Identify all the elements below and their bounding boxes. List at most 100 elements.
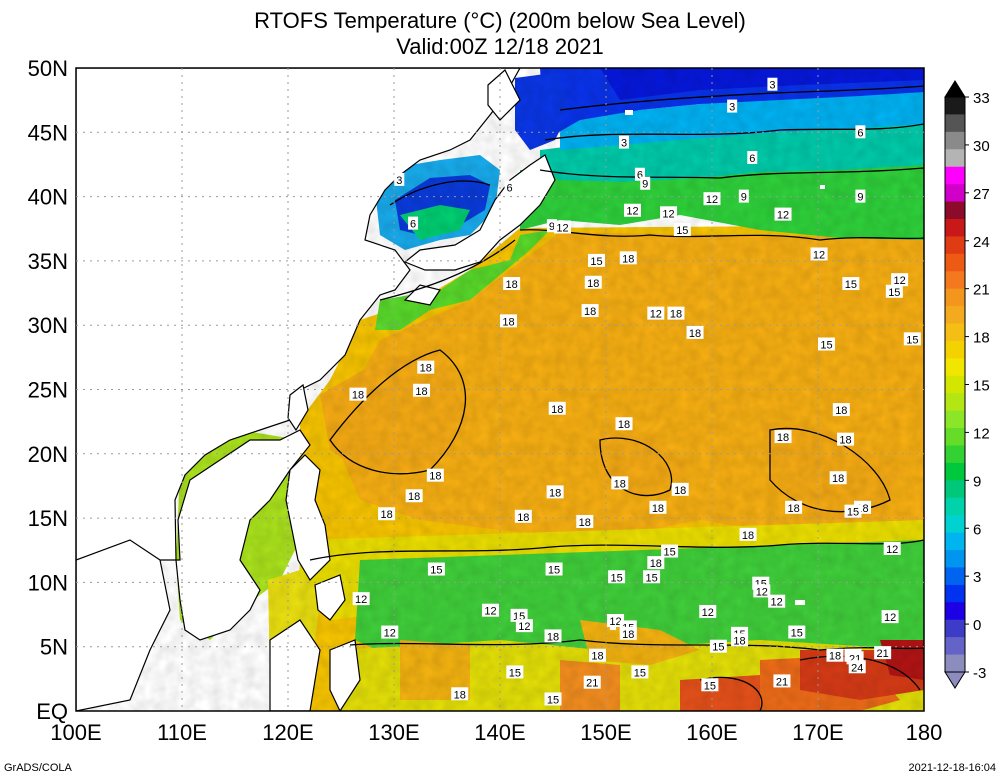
- contour-label-text: 6: [857, 127, 863, 139]
- contour-label-text: 18: [454, 689, 466, 701]
- colorbar-swatch: [945, 654, 965, 673]
- contour-label: 18: [514, 509, 532, 524]
- colorbar-swatch: [945, 114, 965, 133]
- contour-label-text: 12: [777, 210, 789, 222]
- contour-label: 12: [891, 273, 909, 287]
- colorbar-swatch: [945, 323, 965, 342]
- contour-label: 18: [647, 556, 665, 570]
- contour-label-text: 18: [832, 473, 844, 485]
- contour-label-text: 15: [547, 694, 559, 706]
- colorbar-swatch: [945, 480, 965, 499]
- contour-label-text: 3: [729, 102, 735, 114]
- contour-label-text: 12: [609, 616, 621, 628]
- contour-label-text: 18: [517, 512, 529, 524]
- lat-tick-label: 35N: [28, 249, 68, 274]
- contour-label: 12: [753, 584, 771, 598]
- contour-label-text: 21: [877, 648, 889, 660]
- contour-label: 9: [855, 189, 866, 204]
- contour-label-text: 18: [742, 530, 754, 542]
- contour-label: 18: [548, 401, 566, 416]
- contour-label: 18: [581, 304, 599, 318]
- contour-label: 15: [587, 253, 605, 268]
- contour-label-text: 18: [587, 278, 599, 290]
- contour-label: 15: [427, 562, 445, 577]
- contour-label: 15: [673, 223, 691, 237]
- lon-tick-label: 150E: [580, 720, 631, 745]
- colorbar-tick-label: 33: [973, 90, 990, 107]
- contour-label: 18: [739, 527, 757, 542]
- contour-label-text: 18: [506, 279, 518, 291]
- colorbar-over-triangle: [944, 80, 966, 98]
- lat-tick-label: 30N: [28, 313, 68, 338]
- contour-label: 15: [709, 639, 727, 654]
- contour-label-text: 12: [884, 612, 896, 624]
- contour-label-text: 18: [415, 386, 427, 398]
- colorbar-tick-label: 27: [973, 186, 990, 203]
- contour-label-text: 18: [622, 253, 634, 265]
- contour-label-text: 18: [551, 404, 563, 416]
- colorbar-swatch: [945, 236, 965, 255]
- contour-label-text: 18: [787, 503, 799, 515]
- contour-label-text: 12: [355, 594, 367, 606]
- contour-label: 9: [738, 189, 749, 204]
- contour-label: 12: [647, 306, 665, 321]
- ocean-temperature-field: [76, 68, 924, 711]
- contour-label: 18: [829, 471, 847, 485]
- contour-label-text: 15: [704, 680, 716, 692]
- contour-label-text: 12: [702, 607, 714, 619]
- colorbar-tick-label: 15: [973, 378, 990, 395]
- contour-label: 18: [576, 514, 594, 529]
- contour-label-text: 18: [420, 363, 432, 375]
- contour-label-text: 3: [396, 175, 402, 187]
- contour-label: 18: [611, 476, 629, 490]
- contour-label-text: 3: [621, 138, 627, 150]
- colorbar-swatch: [945, 393, 965, 412]
- colorbar-swatch: [945, 306, 965, 325]
- contour-label-text: 18: [618, 419, 630, 431]
- contour-label-text: 15: [847, 507, 859, 519]
- contour-label: 12: [381, 625, 399, 640]
- contour-label-text: 9: [857, 192, 863, 204]
- contour-label: 3: [619, 135, 630, 150]
- contour-label: 15: [817, 337, 835, 351]
- contour-label-text: 15: [663, 547, 675, 559]
- contour-label: 15: [544, 692, 562, 706]
- contour-label-text: 12: [893, 275, 905, 287]
- colorbar-swatch: [945, 97, 965, 115]
- lat-tick-label: 50N: [28, 56, 68, 81]
- contour-label: 12: [624, 203, 641, 218]
- contour-label-text: 6: [506, 183, 512, 195]
- contour-label: 6: [747, 151, 758, 165]
- contour-label-text: 12: [706, 194, 718, 206]
- contour-label: 24: [848, 660, 866, 674]
- contour-label: 12: [352, 592, 370, 606]
- contour-label: 18: [413, 383, 431, 398]
- contour-label-text: 12: [484, 606, 496, 618]
- map-title: RTOFS Temperature (°C) (200m below Sea L…: [254, 8, 746, 33]
- contour-label-text: 15: [509, 667, 521, 679]
- lon-tick-label: 100E: [50, 720, 101, 745]
- contour-label-text: 18: [674, 485, 686, 497]
- contour-label-text: 18: [549, 487, 561, 499]
- contour-label: 15: [631, 665, 649, 679]
- lat-tick-label: 20N: [28, 442, 68, 467]
- contour-label: 12: [768, 594, 786, 609]
- contour-label-text: 12: [384, 628, 396, 640]
- colorbar-swatch: [945, 619, 965, 638]
- contour-label-text: 24: [851, 662, 863, 674]
- lon-tick-label: 120E: [262, 720, 313, 745]
- colorbar-swatch: [945, 201, 965, 220]
- colorbar-swatch: [945, 375, 965, 394]
- lon-tick-label: 180: [906, 720, 943, 745]
- lon-tick-label: 160E: [686, 720, 737, 745]
- contour-label: 18: [826, 648, 844, 663]
- lat-tick-label: 45N: [28, 120, 68, 145]
- footer-credit: GrADS/COLA: [4, 762, 72, 774]
- contour-label: 15: [545, 562, 563, 577]
- contour-label-text: 9: [549, 221, 555, 233]
- contour-label: 18: [667, 306, 685, 321]
- lon-tick-label: 170E: [792, 720, 843, 745]
- contour-label-text: 15: [676, 225, 688, 237]
- colorbar-swatch: [945, 497, 965, 516]
- map-valid-time: Valid:00Z 12/18 2021: [396, 34, 604, 59]
